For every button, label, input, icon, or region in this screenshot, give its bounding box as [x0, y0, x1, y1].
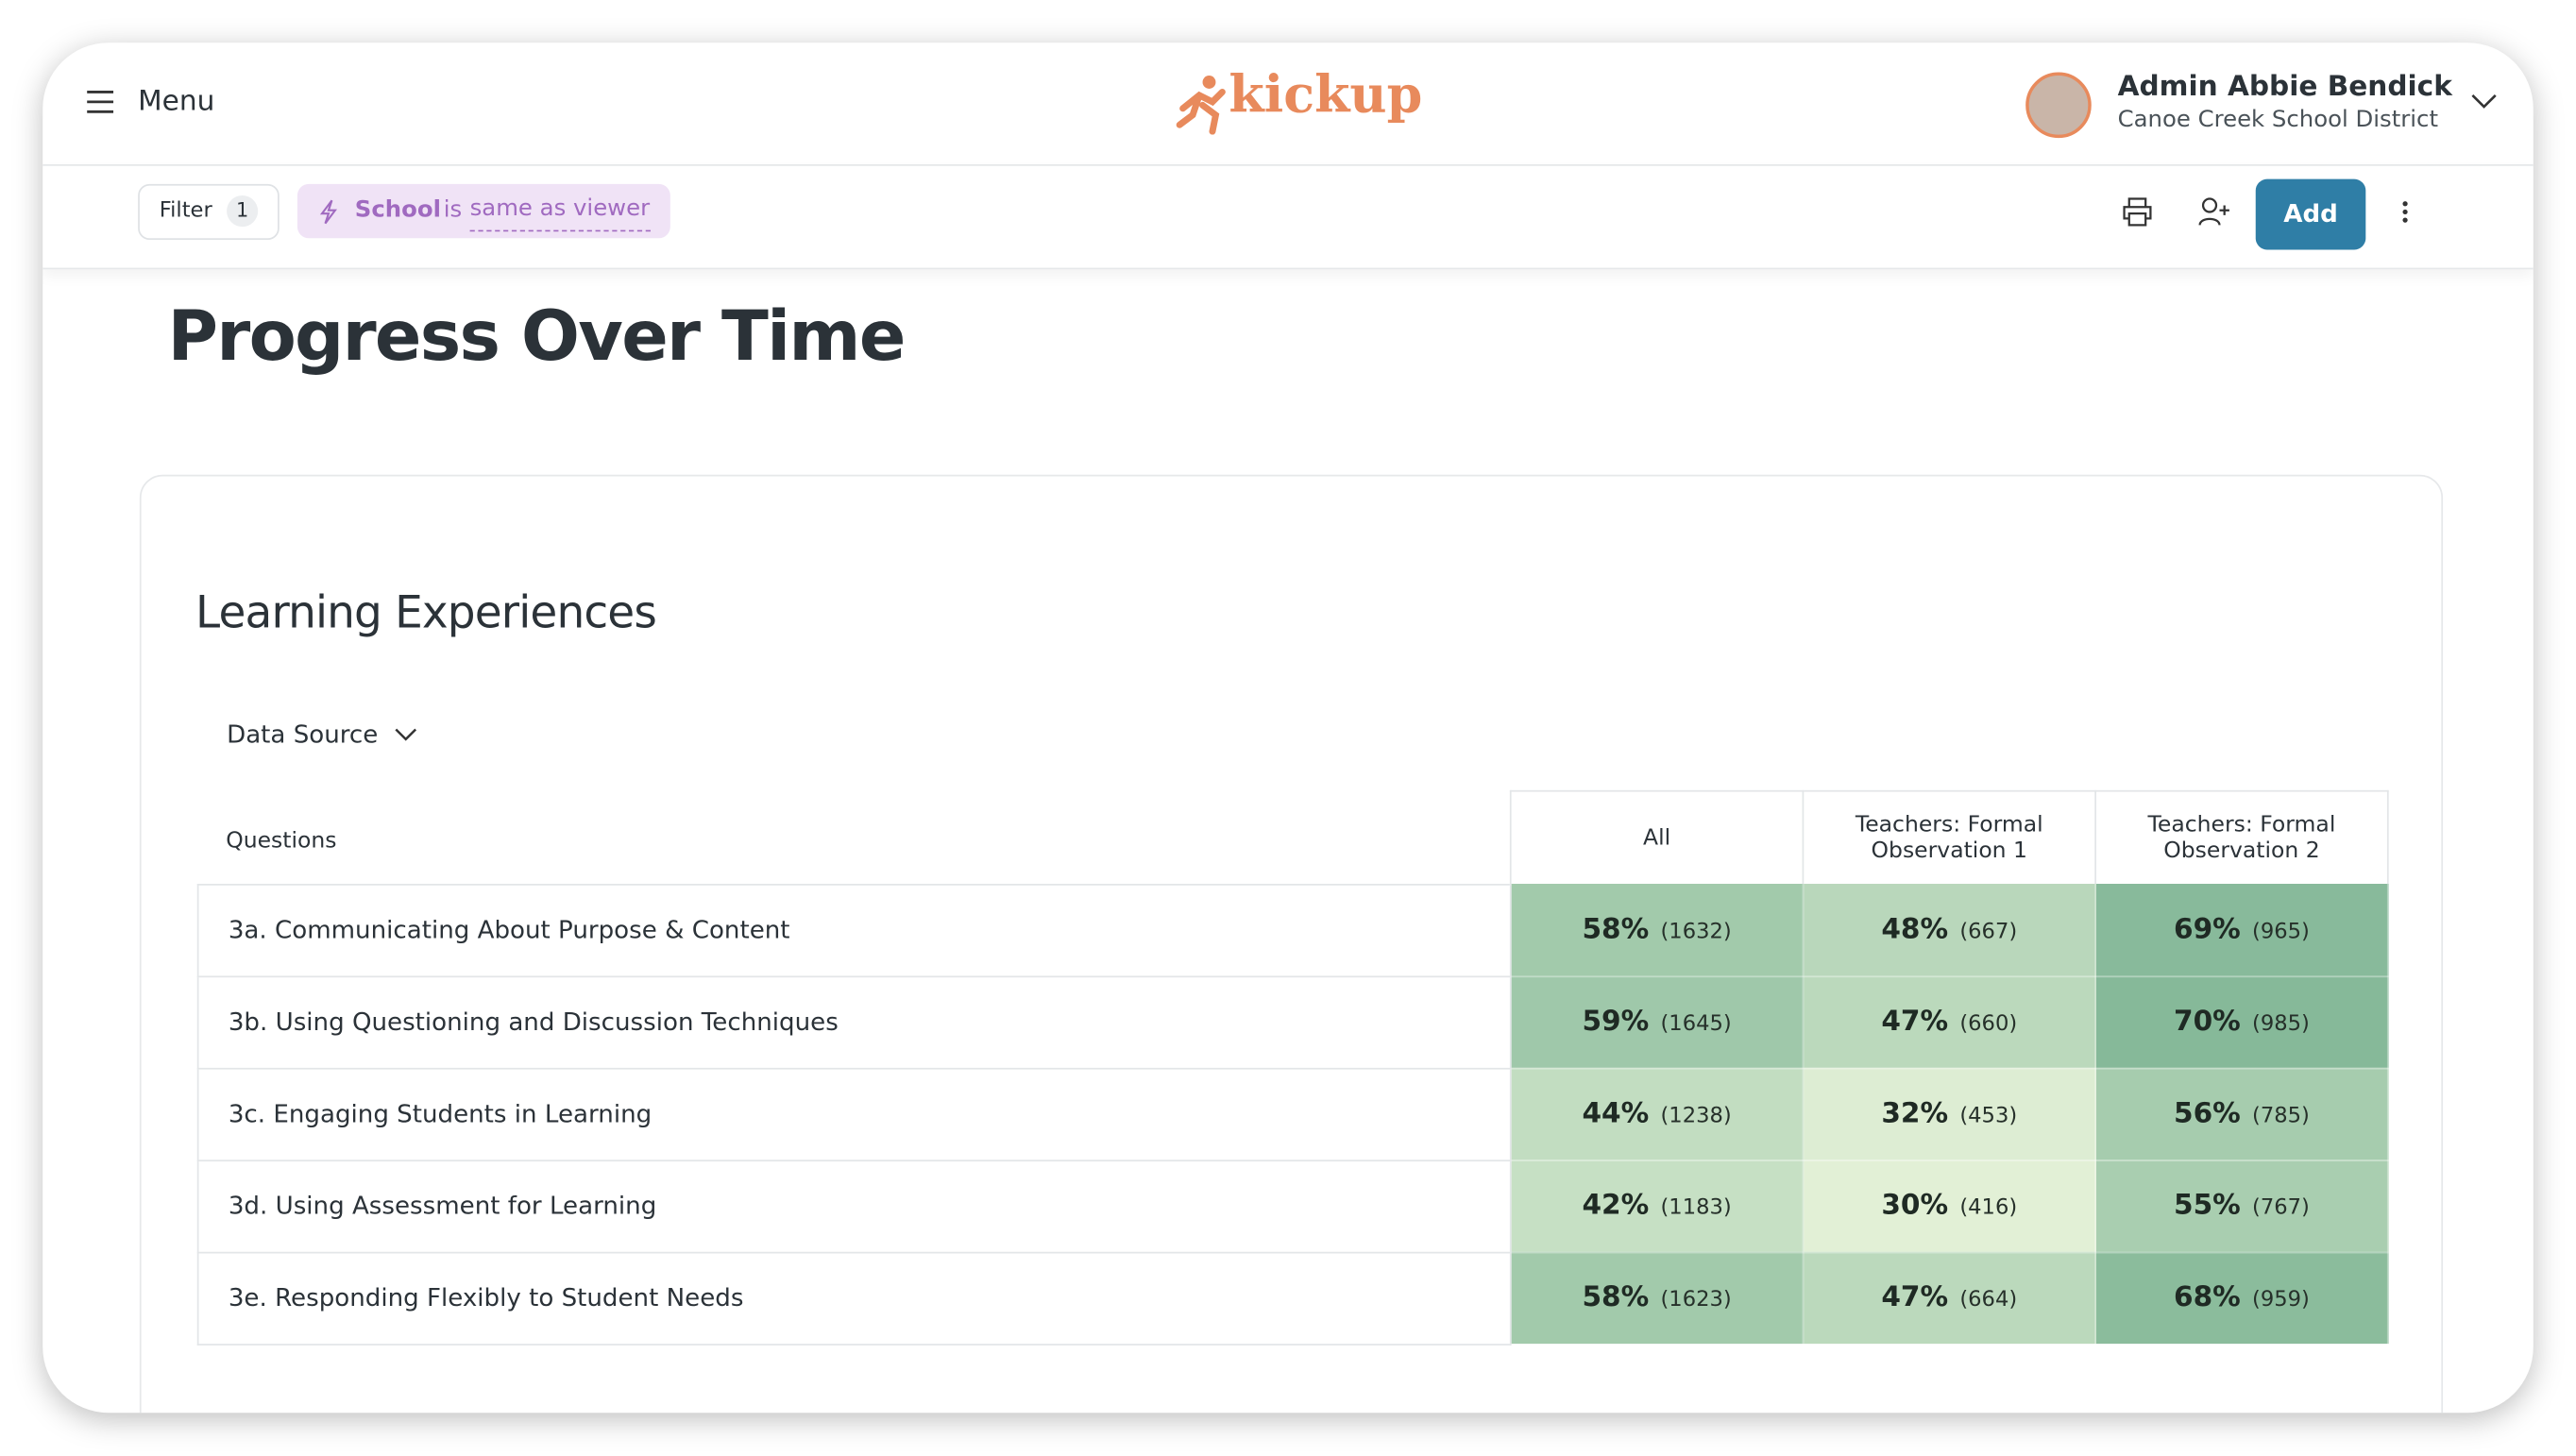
column-header: Questions [226, 826, 337, 854]
more-icon[interactable] [2398, 199, 2412, 226]
score-count: (660) [1959, 1011, 2018, 1037]
score-count: (1645) [1660, 1011, 1732, 1037]
chip-op: is [443, 196, 463, 224]
score-count: (1238) [1660, 1104, 1732, 1129]
header: Menu kickup Admin Abbie Bendick Canoe Cr… [42, 42, 2534, 166]
score-cell: 58% (1623) [1510, 1251, 1805, 1346]
column-header: Teachers: Formal Observation 1 [1802, 789, 2096, 885]
print-icon[interactable] [2123, 197, 2152, 227]
bolt-icon [319, 199, 338, 225]
score-percent: 56% [2174, 1097, 2241, 1130]
question: 3e. Responding Flexibly to Student Needs [196, 1250, 1512, 1346]
table-row: 3b. Using Questioning and Discussion Tec… [196, 974, 2389, 1069]
score-percent: 58% [1582, 912, 1650, 946]
score-percent: 44% [1582, 1097, 1650, 1130]
score-percent: 59% [1582, 1005, 1650, 1039]
table-row: 3c. Engaging Students in Learning 44% (123… [196, 1067, 2389, 1161]
score-count: (1623) [1660, 1288, 1732, 1313]
score-count: (767) [2252, 1195, 2310, 1221]
toolbar: Filter 1 School is same as viewer Add [42, 166, 2534, 270]
table-row: 3e. Responding Flexibly to Student Needs… [196, 1250, 2389, 1346]
menu-label[interactable]: Menu [138, 85, 215, 119]
score-cell: 47% (660) [1803, 975, 2096, 1069]
score-count: (1183) [1660, 1195, 1732, 1221]
data-source-caret[interactable] [395, 728, 417, 743]
score-percent: 30% [1881, 1189, 1949, 1223]
logo[interactable]: kickup [1229, 65, 1423, 126]
score-cell: 55% (767) [2095, 1160, 2389, 1253]
score-count: (453) [1959, 1104, 2018, 1129]
user-caret[interactable] [2471, 93, 2498, 110]
score-cell: 59% (1645) [1510, 975, 1805, 1069]
score-percent: 58% [1582, 1281, 1650, 1314]
score-cell: 44% (1238) [1510, 1067, 1805, 1161]
filter-label: Filter [159, 198, 212, 224]
score-cell: 42% (1183) [1510, 1160, 1805, 1253]
score-percent: 68% [2174, 1281, 2241, 1314]
score-percent: 42% [1582, 1189, 1650, 1223]
score-percent: 47% [1881, 1281, 1949, 1314]
question: 3a. Communicating About Purpose & Conten… [196, 883, 1512, 977]
menu-icon[interactable] [85, 89, 114, 115]
chip-value[interactable]: same as viewer [469, 187, 651, 232]
logo-icon [1176, 76, 1226, 135]
score-count: (785) [2252, 1104, 2310, 1129]
table: Questions All Teachers: Formal Observation… [196, 789, 2389, 1346]
avatar[interactable] [2025, 72, 2092, 139]
question: 3b. Using Questioning and Discussion Tec… [196, 974, 1512, 1069]
filter-chip[interactable]: School is same as viewer [297, 183, 670, 239]
score-cell: 68% (959) [2095, 1251, 2389, 1346]
score-count: (965) [2252, 919, 2310, 944]
data-source[interactable]: Data Source [227, 720, 379, 750]
score-percent: 47% [1881, 1005, 1949, 1039]
add-button[interactable]: Add [2255, 178, 2366, 250]
table-row: 3d. Using Assessment for Learning 42% (118… [196, 1159, 2389, 1253]
score-count: (959) [2252, 1288, 2310, 1313]
score-percent: 69% [2174, 912, 2241, 946]
user-name[interactable]: Admin Abbie Bendick [2117, 70, 2452, 104]
window: Menu kickup Admin Abbie Bendick Canoe Cr… [42, 42, 2534, 1414]
score-cell: 58% (1632) [1510, 884, 1805, 977]
page-title: Progress Over Time [167, 296, 906, 377]
score-percent: 32% [1881, 1097, 1949, 1130]
card: Learning Experiences Data Source Questio… [139, 474, 2444, 1414]
question: 3d. Using Assessment for Learning [196, 1159, 1512, 1253]
card-title: Learning Experiences [195, 587, 657, 639]
score-cell: 56% (785) [2095, 1067, 2389, 1161]
score-count: (1632) [1660, 919, 1732, 944]
score-cell: 47% (664) [1803, 1251, 2096, 1346]
score-count: (664) [1959, 1288, 2018, 1313]
table-row: 3a. Communicating About Purpose & Conten… [196, 883, 2389, 977]
score-cell: 30% (416) [1803, 1160, 2096, 1253]
user-org: Canoe Creek School District [2117, 107, 2438, 133]
header-row: Questions All Teachers: Formal Observation… [198, 789, 2389, 885]
score-percent: 55% [2174, 1189, 2241, 1223]
score-percent: 48% [1881, 912, 1949, 946]
score-cell: 48% (667) [1803, 884, 2096, 977]
score-percent: 70% [2174, 1005, 2241, 1039]
score-count: (416) [1959, 1195, 2018, 1221]
score-cell: 70% (985) [2095, 975, 2389, 1069]
chip-field: School [354, 196, 441, 224]
score-cell: 32% (453) [1803, 1067, 2096, 1161]
column-header: Teachers: Formal Observation 2 [2094, 789, 2389, 885]
add-user-icon[interactable] [2198, 197, 2231, 227]
column-header: All [1509, 789, 1805, 885]
score-count: (667) [1959, 919, 2018, 944]
filter-count: 1 [227, 195, 259, 228]
question: 3c. Engaging Students in Learning [196, 1067, 1512, 1161]
score-count: (985) [2252, 1011, 2310, 1037]
filter-button[interactable]: Filter 1 [138, 183, 280, 241]
score-cell: 69% (965) [2095, 884, 2389, 977]
